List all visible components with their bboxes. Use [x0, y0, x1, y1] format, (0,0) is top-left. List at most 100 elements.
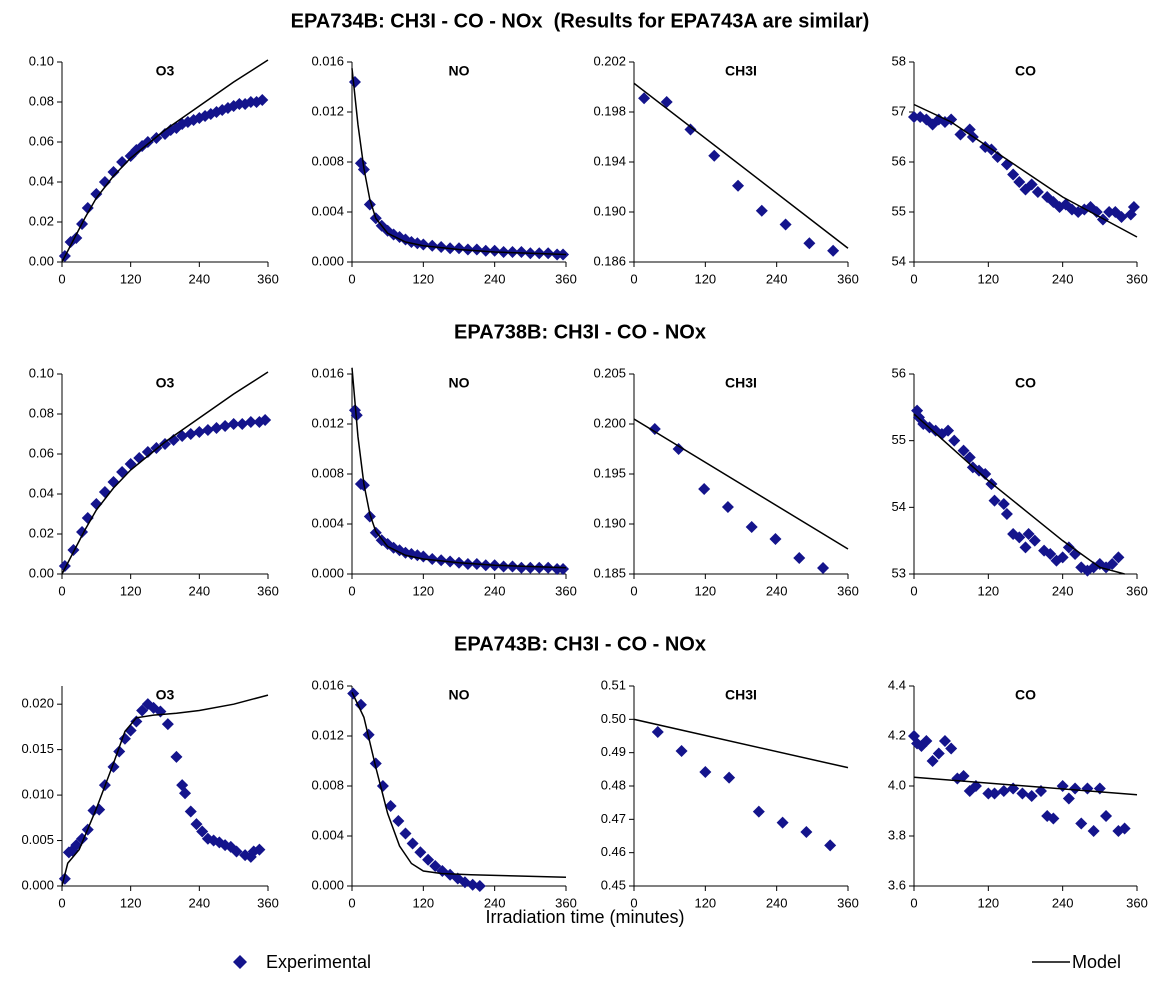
x-tick-label: 120: [412, 895, 434, 910]
data-point: [230, 845, 243, 858]
y-tick-label: 0.012: [311, 727, 344, 742]
data-point: [1081, 782, 1094, 795]
y-tick-label: 0.10: [29, 365, 54, 380]
x-tick-label: 0: [910, 583, 917, 598]
x-tick-label: 240: [766, 271, 788, 286]
y-tick-label: 0.08: [29, 93, 54, 108]
x-tick-label: 360: [837, 583, 859, 598]
y-tick-label: 0.06: [29, 133, 54, 148]
data-point: [945, 113, 958, 126]
data-point: [708, 149, 721, 162]
data-point: [1013, 531, 1026, 544]
data-point: [136, 704, 149, 717]
data-point: [196, 825, 209, 838]
data-point: [675, 745, 688, 757]
x-tick-label: 120: [694, 895, 716, 910]
data-point: [988, 494, 1001, 507]
data-point: [699, 766, 712, 778]
data-point: [348, 76, 361, 88]
data-point: [417, 238, 430, 251]
data-point: [997, 785, 1010, 797]
y-tick-label: 0.00: [29, 253, 54, 268]
data-point: [779, 218, 792, 231]
data-point: [988, 787, 1001, 800]
y-tick-label: 0.000: [21, 877, 54, 892]
model-line: [351, 367, 567, 569]
y-tick-label: 0.46: [601, 844, 626, 859]
data-point: [107, 166, 120, 178]
x-tick-label: 240: [1052, 895, 1074, 910]
data-point: [827, 244, 840, 257]
data-point: [90, 188, 103, 200]
y-tick-label: 0.012: [311, 415, 344, 430]
x-tick-label: 0: [348, 271, 355, 286]
x-tick-label: 240: [484, 895, 506, 910]
data-point: [392, 815, 405, 827]
data-point: [698, 483, 711, 495]
data-point: [752, 805, 765, 818]
x-tick-label: 360: [837, 895, 859, 910]
data-point: [938, 735, 951, 747]
data-point: [1025, 790, 1038, 802]
data-point: [244, 850, 257, 863]
model-line: [913, 413, 1125, 575]
x-tick-label: 360: [837, 271, 859, 286]
legend-label: Experimental: [266, 952, 371, 972]
data-point: [414, 846, 427, 859]
data-point: [1106, 558, 1119, 570]
x-tick-label: 120: [977, 583, 999, 598]
x-tick-label: 0: [58, 895, 65, 910]
data-point: [124, 458, 137, 470]
data-point: [453, 242, 465, 255]
x-tick-label: 120: [120, 895, 142, 910]
data-point: [247, 845, 260, 858]
y-tick-label: 3.8: [888, 827, 906, 842]
y-tick-label: 3.6: [888, 877, 906, 892]
data-point: [515, 561, 528, 574]
x-tick-label: 240: [484, 583, 506, 598]
x-tick-label: 0: [630, 583, 637, 598]
model-line: [913, 776, 1138, 796]
data-point: [1087, 825, 1100, 837]
y-tick-label: 0.00: [29, 565, 54, 580]
data-point: [957, 770, 970, 782]
x-tick-label: 360: [1126, 583, 1148, 598]
panel-title: O3: [156, 375, 175, 391]
data-point: [236, 418, 249, 430]
model-line: [351, 68, 567, 256]
data-point: [363, 510, 376, 523]
x-tick-label: 120: [412, 271, 434, 286]
y-tick-label: 0.47: [601, 811, 626, 826]
y-tick-label: 0.190: [593, 203, 626, 218]
data-point: [1000, 508, 1013, 520]
legend-marker: [233, 955, 247, 969]
data-point: [1028, 534, 1041, 547]
data-point: [908, 111, 920, 123]
row-title: EPA738B: CH3I - CO - NOx: [454, 321, 706, 343]
y-tick-label: 0.016: [311, 677, 344, 692]
data-point: [227, 418, 240, 430]
x-tick-label: 0: [58, 583, 65, 598]
data-point: [429, 860, 442, 872]
x-tick-label: 240: [1052, 271, 1074, 286]
data-point: [948, 434, 961, 447]
x-tick-label: 0: [630, 895, 637, 910]
legend-label: Model: [1072, 952, 1121, 972]
x-tick-label: 120: [977, 895, 999, 910]
data-point: [184, 428, 197, 440]
data-point: [1016, 787, 1029, 800]
model-line: [351, 691, 567, 878]
panel-title: O3: [156, 687, 175, 703]
y-tick-label: 0.194: [593, 153, 626, 168]
data-point: [817, 562, 830, 574]
data-point: [67, 544, 80, 556]
y-tick-label: 0.016: [311, 365, 344, 380]
y-tick-label: 0.50: [601, 711, 626, 726]
y-tick-label: 0.45: [601, 877, 626, 892]
y-tick-label: 0.000: [311, 565, 344, 580]
data-point: [1007, 168, 1020, 181]
y-tick-label: 0.200: [593, 415, 626, 430]
data-point: [1118, 822, 1131, 835]
y-tick-label: 0.015: [21, 741, 54, 756]
data-point: [488, 244, 501, 257]
